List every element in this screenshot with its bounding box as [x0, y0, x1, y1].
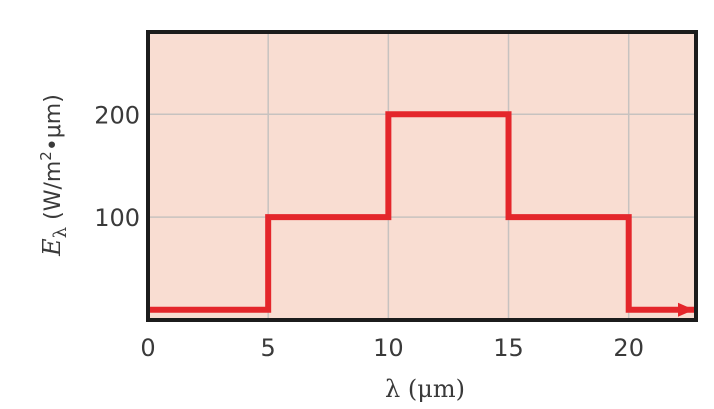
y-axis-label: Eλ (W/m2•μm) — [37, 94, 71, 257]
x-axis-label: λ (μm) — [385, 375, 465, 403]
x-tick-label-0: 0 — [140, 334, 155, 362]
plot-area — [148, 32, 696, 320]
y-tick-label-100: 100 — [94, 204, 140, 232]
x-tick-label-20: 20 — [613, 334, 644, 362]
series-line-0 — [148, 111, 696, 313]
x-tick-label-10: 10 — [373, 334, 404, 362]
series-arrowhead — [678, 302, 694, 317]
plot-frame — [146, 30, 698, 322]
x-tick-label-15: 15 — [493, 334, 524, 362]
y-axis-label-text: Eλ (W/m2•μm) — [37, 94, 71, 257]
x-tick-label-5: 5 — [261, 334, 276, 362]
y-tick-label-200: 200 — [94, 101, 140, 129]
tick-labels: 0 5 10 15 20 100 200 — [94, 101, 644, 362]
series-layer — [148, 111, 696, 317]
